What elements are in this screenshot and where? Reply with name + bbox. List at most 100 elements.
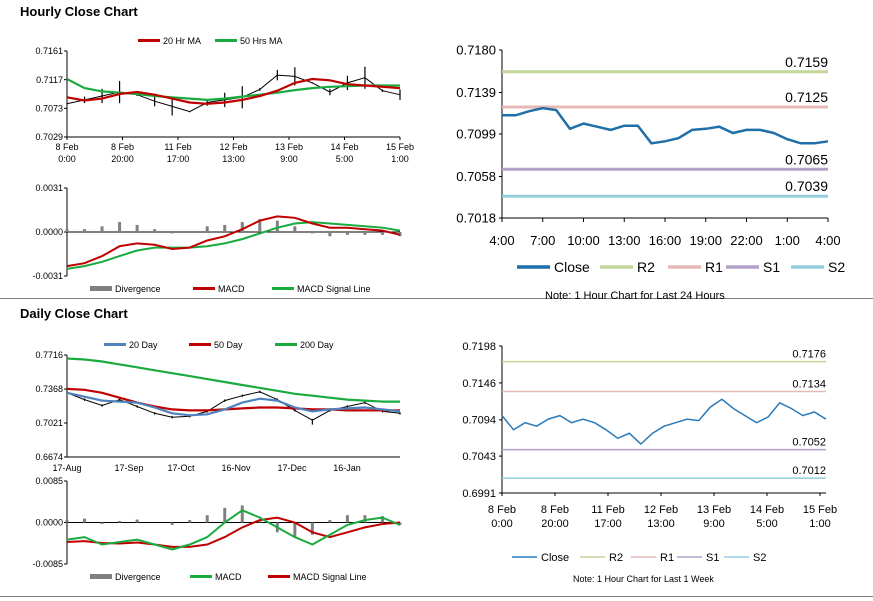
weekly-levels-legend-label: R2: [609, 552, 623, 564]
weekly-levels-y-tick-label: 0.7146: [462, 378, 496, 390]
weekly-levels-y-tick-label: 0.6991: [462, 488, 496, 500]
weekly-levels-x-tick-label: 15 Feb: [803, 504, 837, 516]
daily-price-x-tick-label: 16-Nov: [221, 463, 251, 473]
hourly-levels-s2-label: 0.7039: [785, 178, 828, 194]
hourly-price-y-tick-label: 0.7073: [35, 103, 63, 113]
weekly-levels-y-tick-label: 0.7198: [462, 341, 496, 353]
weekly-levels-s2-label: 0.7012: [792, 465, 826, 477]
hourly-price-x-tick-label: 0:00: [58, 154, 76, 164]
hourly-price-x-tick-label: 12 Feb: [219, 142, 247, 152]
weekly-levels-close-line: [501, 398, 827, 446]
hourly-price-legend-label: 20 Hr MA: [163, 36, 201, 46]
hourly-levels-x-tick-label: 19:00: [689, 233, 722, 248]
daily-price-legend-label: 200 Day: [300, 340, 334, 350]
weekly-levels-r2-label: 0.7176: [792, 349, 826, 361]
weekly-levels-r1-label: 0.7134: [792, 378, 826, 390]
hourly-macd-legend-swatch: [90, 286, 112, 291]
hourly-levels-legend-label: S2: [828, 259, 845, 275]
hourly-levels-x-tick-label: 13:00: [608, 233, 641, 248]
daily-price-x-tick-label: 17-Dec: [277, 463, 307, 473]
daily-price-x-tick-label: 17-Sep: [114, 463, 143, 473]
daily-price-x-tick-label: 16-Jan: [333, 463, 361, 473]
hourly-levels-y-tick-label: 0.7139: [456, 85, 496, 100]
hourly-section-title: Hourly Close Chart: [20, 4, 138, 19]
hourly-price-y-tick-label: 0.7161: [35, 46, 63, 56]
daily-price-legend-label: 50 Day: [214, 340, 243, 350]
daily-price-y-tick-label: 0.7368: [35, 384, 63, 394]
weekly-levels-legend-label: S1: [706, 552, 719, 564]
hourly-levels-y-tick-label: 0.7058: [456, 169, 496, 184]
hourly-price-x-tick-label: 13:00: [222, 154, 245, 164]
weekly-levels-legend-label: Close: [541, 552, 569, 564]
hourly-macd-signal-line: [66, 221, 401, 270]
hourly-price-y-tick-label: 0.7117: [36, 75, 63, 85]
hourly-macd-legend-label: Divergence: [115, 284, 161, 294]
hourly-levels-note: Note: 1 Hour Chart for Last 24 Hours: [545, 290, 725, 302]
weekly-levels-x-tick-label: 8 Feb: [541, 504, 569, 516]
hourly-price-x-tick-label: 15 Feb: [386, 142, 414, 152]
daily-macd-line: [66, 509, 401, 551]
weekly-levels-x-tick-label: 20:00: [541, 518, 569, 530]
hourly-price-legend-label: 50 Hrs MA: [240, 36, 283, 46]
weekly-levels-note: Note: 1 Hour Chart for Last 1 Week: [573, 574, 714, 584]
hourly-macd-y-tick-label: -0.0031: [32, 271, 63, 281]
hourly-levels-r2-label: 0.7159: [785, 54, 828, 70]
daily-price-200-day-line: [66, 357, 400, 403]
daily-section-title: Daily Close Chart: [20, 306, 128, 321]
hourly-price-x-tick-label: 8 Feb: [111, 142, 134, 152]
hourly-levels-y-tick-label: 0.7018: [456, 211, 496, 226]
weekly-levels-legend-label: S2: [753, 552, 766, 564]
hourly-levels-y-tick-label: 0.7099: [456, 127, 496, 142]
hourly-macd-y-tick-label: 0.0031: [35, 183, 63, 193]
daily-macd-signal-line: [66, 516, 401, 548]
weekly-levels-legend-label: R1: [660, 552, 674, 564]
weekly-levels-x-tick-label: 9:00: [703, 518, 724, 530]
hourly-macd-legend-label: MACD Signal Line: [297, 284, 371, 294]
weekly-levels-y-tick-label: 0.7094: [462, 415, 496, 427]
daily-price-y-tick-label: 0.7716: [35, 350, 63, 360]
hourly-price-y-tick-label: 0.7029: [35, 132, 63, 142]
hourly-levels-x-tick-label: 16:00: [649, 233, 682, 248]
daily-macd-legend-label: MACD: [215, 572, 242, 582]
daily-macd-y-tick-label: -0.0085: [32, 559, 63, 569]
hourly-levels-s1-label: 0.7065: [785, 151, 828, 167]
daily-price-50-day-line: [66, 387, 400, 412]
daily-macd-y-tick-label: 0.0085: [35, 476, 63, 486]
daily-macd-legend-label: Divergence: [115, 572, 161, 582]
weekly-levels-x-tick-label: 17:00: [594, 518, 622, 530]
hourly-macd-y-tick-label: 0.0000: [35, 227, 63, 237]
daily-price-20-day-line: [66, 391, 401, 417]
hourly-price-x-tick-label: 9:00: [280, 154, 298, 164]
daily-macd-y-tick-label: 0.0000: [35, 518, 63, 528]
hourly-levels-x-tick-label: 22:00: [730, 233, 763, 248]
weekly-levels-x-tick-label: 5:00: [756, 518, 777, 530]
hourly-price-x-tick-label: 20:00: [111, 154, 134, 164]
section-divider: [0, 298, 873, 299]
hourly-levels-close-line: [502, 106, 829, 145]
weekly-levels-s1-label: 0.7052: [792, 437, 826, 449]
hourly-levels-x-tick-label: 4:00: [815, 233, 840, 248]
weekly-levels-x-tick-label: 13:00: [647, 518, 675, 530]
daily-price-legend-label: 20 Day: [129, 340, 158, 350]
hourly-levels-x-tick-label: 7:00: [530, 233, 555, 248]
weekly-levels-x-tick-label: 14 Feb: [750, 504, 784, 516]
hourly-levels-x-tick-label: 10:00: [567, 233, 600, 248]
weekly-levels-x-tick-label: 8 Feb: [488, 504, 516, 516]
hourly-price-x-tick-label: 11 Feb: [164, 142, 191, 152]
weekly-levels-x-tick-label: 12 Feb: [644, 504, 678, 516]
hourly-levels-legend-label: R1: [705, 259, 723, 275]
hourly-levels-r1-label: 0.7125: [785, 89, 828, 105]
hourly-price-x-tick-label: 1:00: [391, 154, 409, 164]
hourly-price-x-tick-label: 13 Feb: [275, 142, 303, 152]
daily-macd-legend-swatch: [90, 574, 112, 579]
daily-price-x-tick-label: 17-Oct: [167, 463, 195, 473]
hourly-levels-legend-label: R2: [637, 259, 655, 275]
daily-price-y-tick-label: 0.7021: [35, 418, 63, 428]
weekly-levels-x-tick-label: 13 Feb: [697, 504, 731, 516]
hourly-levels-legend-label: Close: [554, 259, 590, 275]
hourly-price-x-tick-label: 8 Feb: [55, 142, 78, 152]
hourly-price-20hr-ma-line: [66, 77, 401, 105]
hourly-price-x-tick-label: 14 Feb: [330, 142, 358, 152]
hourly-levels-x-tick-label: 4:00: [489, 233, 514, 248]
